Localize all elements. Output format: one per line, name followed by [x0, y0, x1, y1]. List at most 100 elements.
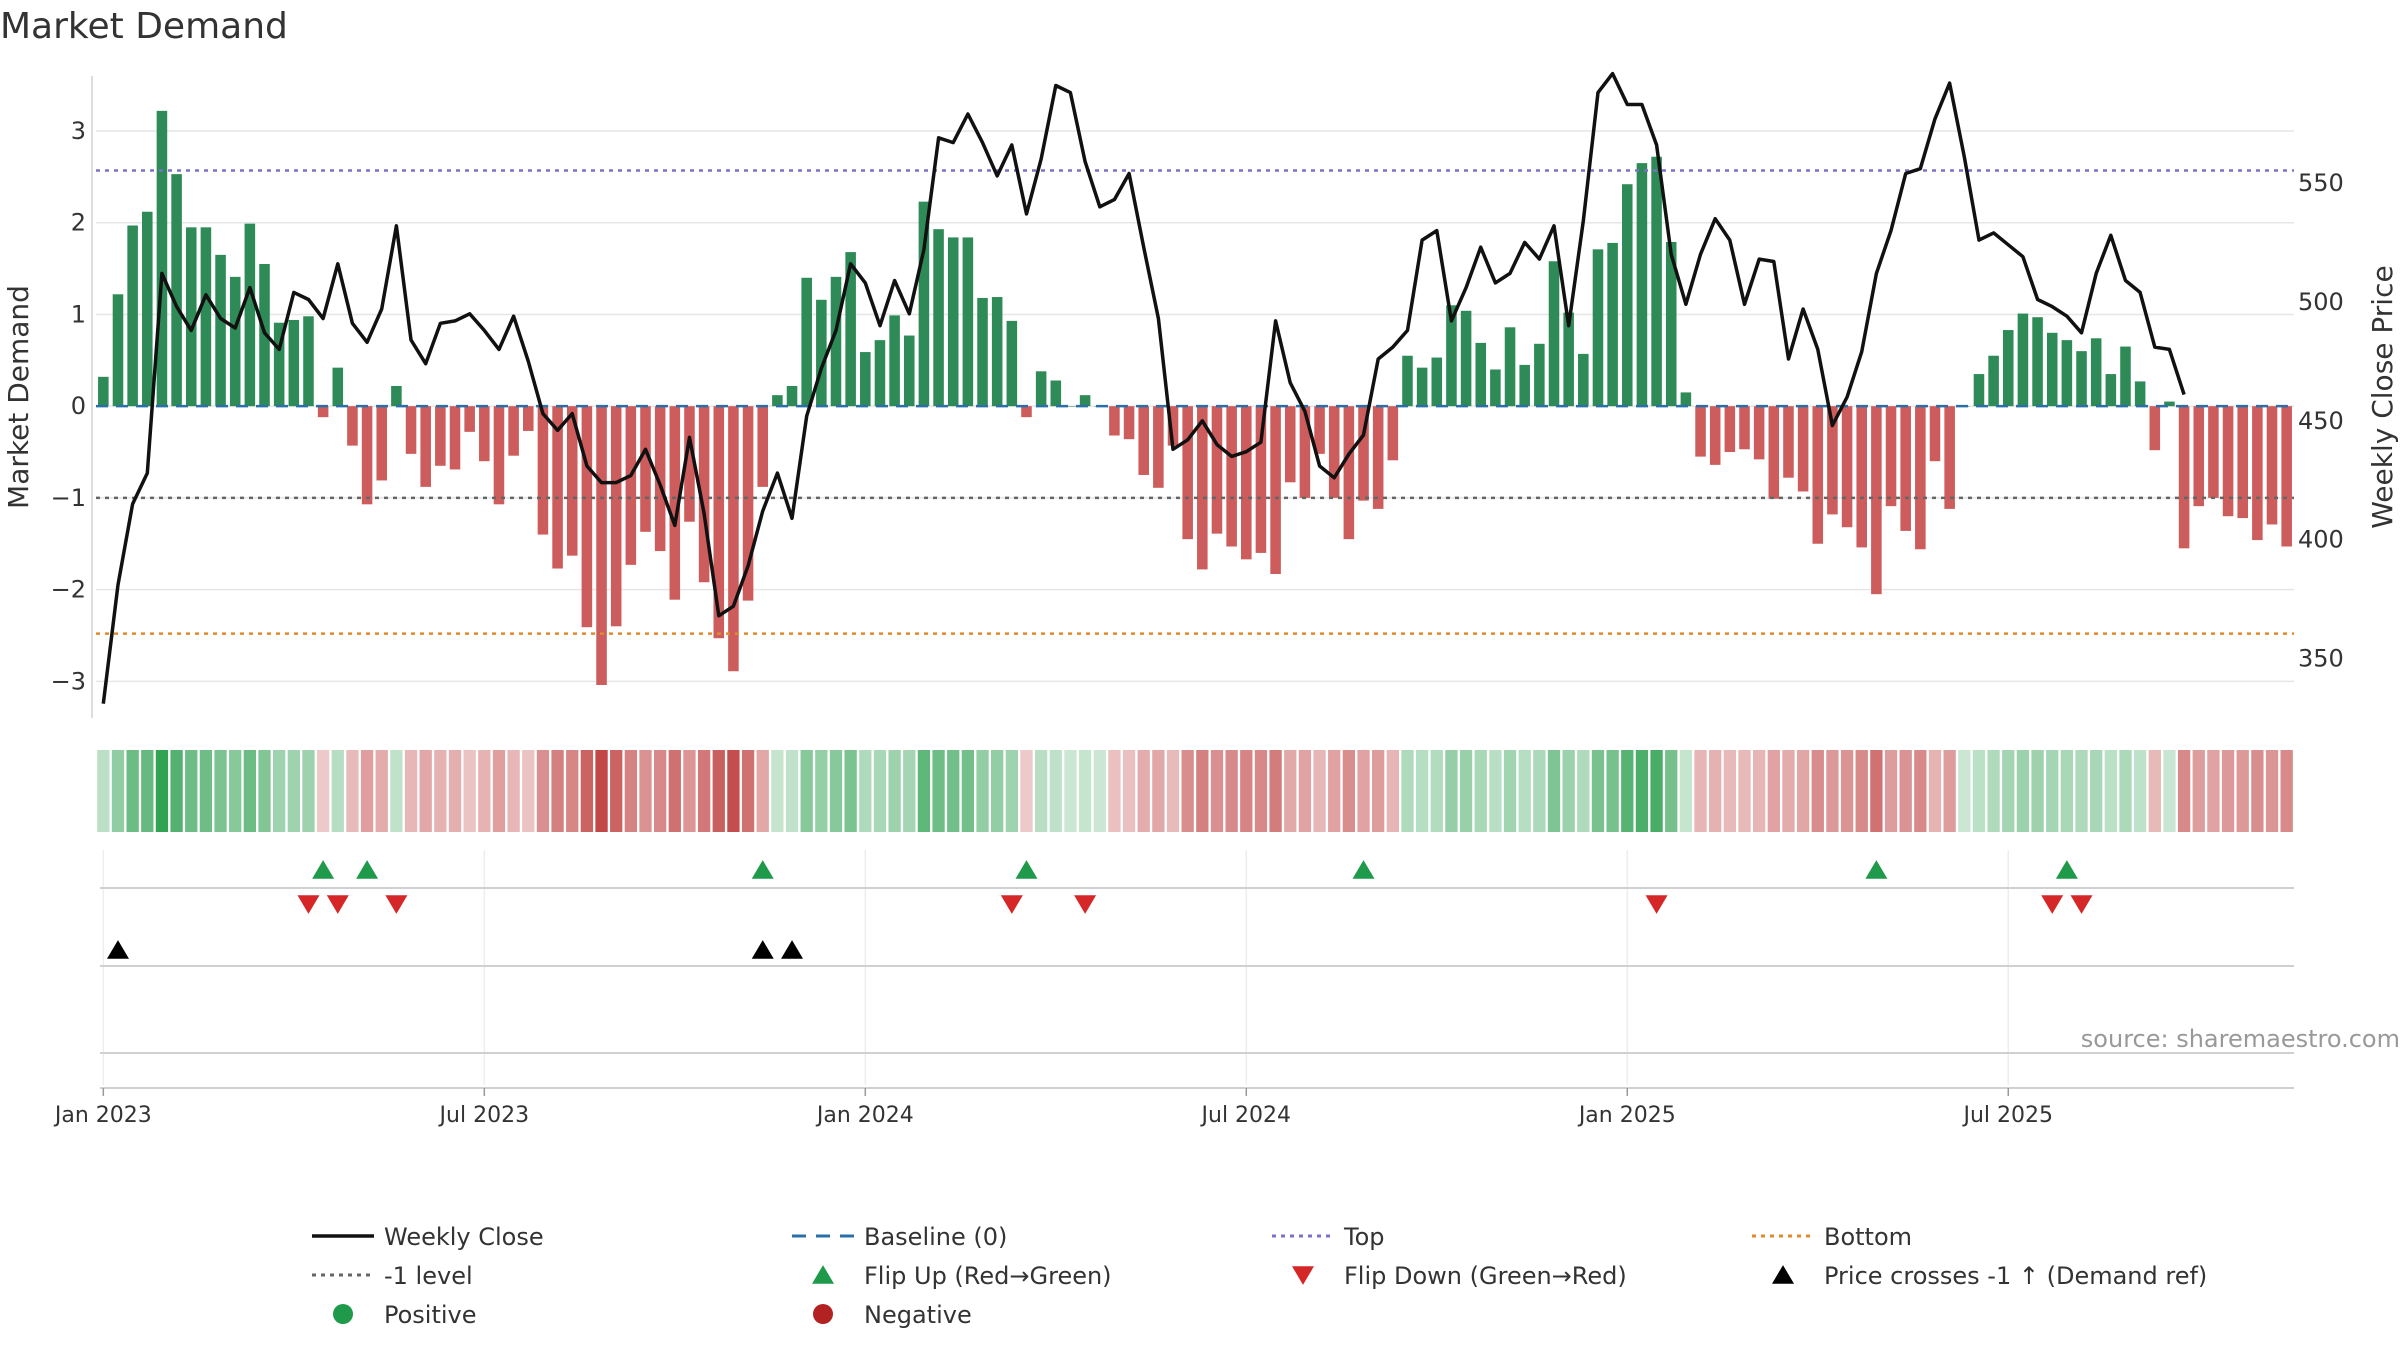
heat-cell — [566, 750, 579, 832]
demand-bar — [420, 406, 431, 487]
demand-bar — [757, 406, 769, 487]
demand-bar — [2252, 406, 2263, 541]
demand-bar — [1241, 406, 1252, 560]
heat-cell — [346, 750, 359, 832]
heat-cell — [2280, 750, 2293, 832]
heat-cell — [1415, 750, 1429, 832]
heat-cell — [448, 750, 462, 832]
demand-bar — [1006, 320, 1018, 407]
heat-cell — [2163, 750, 2176, 832]
demand-bar — [1753, 406, 1765, 460]
x-tick-label: Jan 2023 — [53, 1103, 152, 1128]
demand-bar — [742, 406, 754, 601]
demand-bar — [1651, 156, 1662, 407]
demand-bar — [1534, 343, 1545, 407]
heat-cell — [844, 750, 857, 832]
heat-cell — [1034, 750, 1048, 832]
demand-bar — [1988, 355, 1999, 407]
heat-cell — [97, 750, 110, 832]
demand-bar — [112, 294, 124, 407]
demand-bar — [2164, 401, 2175, 407]
flip-up-marker — [751, 860, 774, 879]
heat-cell — [1269, 750, 1282, 832]
heat-cell — [683, 750, 696, 832]
demand-bar — [684, 406, 695, 522]
demand-bar — [1973, 374, 1985, 407]
flip-down-marker — [385, 895, 408, 914]
heat-cell — [1357, 750, 1370, 832]
heat-cell — [1474, 750, 1487, 832]
heat-cell — [1958, 750, 1971, 832]
heat-cell — [1782, 750, 1795, 832]
demand-bar — [127, 225, 138, 407]
legend-item: Flip Up (Red→Green) — [812, 1262, 1112, 1290]
heat-cell — [903, 750, 916, 832]
heat-cell — [580, 750, 594, 832]
heat-cell — [1826, 750, 1839, 832]
flip-down-marker — [2041, 895, 2064, 914]
demand-bar — [171, 174, 182, 407]
demand-bar — [2120, 346, 2131, 407]
x-tick-label: Jul 2023 — [438, 1103, 530, 1128]
heat-cell — [2016, 750, 2030, 832]
demand-bar — [962, 237, 974, 407]
heat-cell — [551, 750, 564, 832]
demand-bar — [2178, 406, 2190, 549]
legend-label: Flip Down (Green→Red) — [1344, 1262, 1627, 1290]
heat-cell — [1547, 750, 1561, 832]
demand-bar — [244, 223, 256, 407]
heat-cell — [2002, 750, 2015, 832]
heat-cell — [932, 750, 945, 832]
demand-bar — [1343, 406, 1355, 540]
legend-swatch — [812, 1265, 834, 1284]
demand-bar — [1812, 406, 1824, 544]
heat-cell — [463, 750, 476, 832]
heat-cell — [2090, 750, 2103, 832]
y2-tick-label: 400 — [2298, 526, 2344, 554]
heat-cell — [1093, 750, 1106, 832]
y-tick-label: 2 — [71, 209, 86, 237]
demand-bar — [493, 406, 505, 505]
demand-bar — [2090, 338, 2102, 407]
y-tick-label: −3 — [51, 667, 86, 695]
demand-bar — [1416, 367, 1428, 407]
heat-cell — [141, 750, 154, 832]
demand-bar — [98, 376, 109, 407]
demand-bar — [874, 340, 886, 407]
demand-bar — [229, 276, 241, 407]
demand-bar — [1284, 406, 1296, 483]
heat-cell — [2148, 750, 2161, 832]
demand-bar — [1358, 406, 1369, 501]
heat-cell — [1489, 750, 1502, 832]
legend-item: Top — [1272, 1223, 1385, 1251]
x-tick-label: Jul 2024 — [1200, 1103, 1292, 1128]
demand-bar — [1314, 406, 1325, 454]
demand-bar — [142, 211, 153, 407]
demand-bar — [479, 406, 490, 462]
legend-item: Baseline (0) — [792, 1223, 1007, 1251]
flip-up-marker — [2055, 860, 2078, 879]
legend-swatch — [1292, 1266, 1314, 1285]
demand-bar — [1153, 406, 1164, 488]
demand-bar — [537, 406, 549, 535]
heat-cell — [1401, 750, 1414, 832]
heat-cell — [1943, 750, 1956, 832]
heat-cell — [1108, 750, 1121, 832]
heat-cell — [595, 750, 608, 832]
legend-item: Negative — [813, 1301, 972, 1329]
demand-bar — [1724, 406, 1736, 453]
demand-bar — [2134, 381, 2146, 407]
demand-bar — [625, 406, 637, 565]
flip-down-marker — [1645, 895, 1668, 914]
demand-bar — [2222, 406, 2234, 517]
heat-cell — [507, 750, 520, 832]
flip-up-marker — [1865, 860, 1888, 879]
demand-bar — [1255, 406, 1267, 553]
demand-bar — [1915, 406, 1926, 550]
heat-cell — [1606, 750, 1619, 832]
demand-bar — [1519, 364, 1530, 407]
demand-bar — [1856, 406, 1868, 548]
demand-bar — [1665, 242, 1677, 407]
demand-bar — [449, 406, 461, 470]
heat-cell — [712, 750, 725, 832]
